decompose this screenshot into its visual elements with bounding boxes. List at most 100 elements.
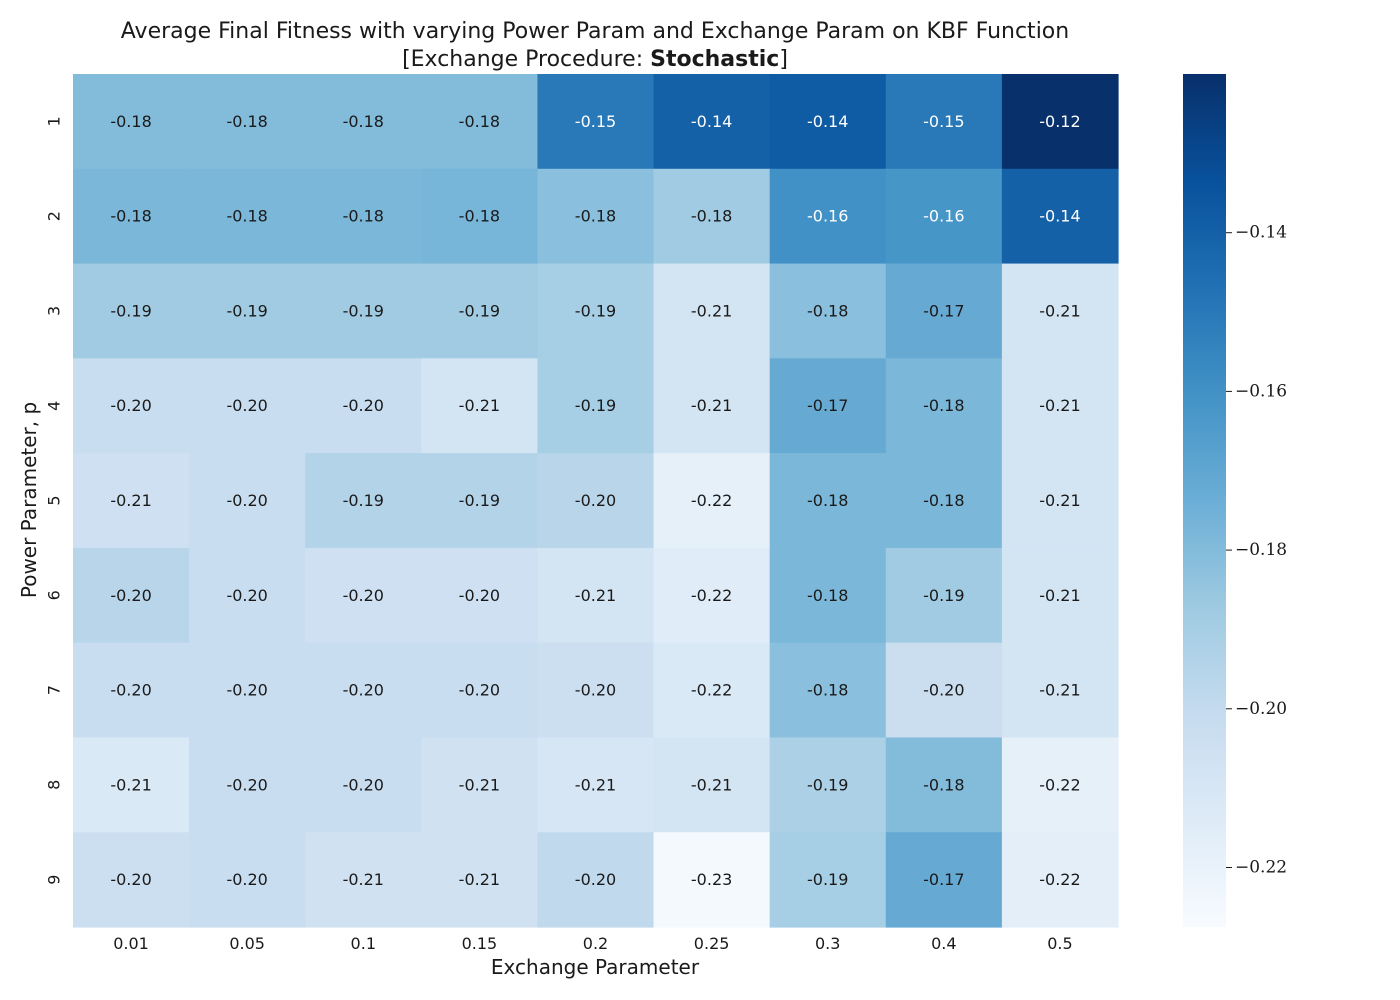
heatmap-cell-label: -0.20 bbox=[459, 681, 500, 700]
heatmap-cell-label: -0.18 bbox=[343, 112, 384, 131]
y-tick-label: 2 bbox=[45, 211, 64, 221]
heatmap-cell bbox=[73, 168, 190, 265]
heatmap-cell-label: -0.12 bbox=[1039, 112, 1080, 131]
heatmap-cell-label: -0.17 bbox=[923, 870, 964, 889]
heatmap-cell-label: -0.16 bbox=[807, 207, 848, 226]
heatmap-cell-labels: -0.18 -0.18 -0.18 -0.18 -0.15 -0.14 -0.14 -0.15… bbox=[110, 112, 1080, 889]
heatmap-cell bbox=[653, 737, 771, 833]
heatmap-cell-label: -0.21 bbox=[110, 491, 151, 510]
heatmap-cells bbox=[73, 74, 1119, 928]
heatmap-cell bbox=[305, 453, 422, 549]
heatmap-cell-label: -0.17 bbox=[807, 396, 848, 415]
heatmap-cell bbox=[305, 547, 422, 644]
heatmap-cell bbox=[1001, 74, 1119, 170]
heatmap-cell-label: -0.18 bbox=[226, 207, 267, 226]
x-tick-label: 0.4 bbox=[931, 934, 956, 953]
y-tick-label: 6 bbox=[45, 590, 64, 600]
heatmap-cell-label: -0.20 bbox=[459, 586, 500, 605]
heatmap-cell-label: -0.20 bbox=[226, 681, 267, 700]
heatmap-cell bbox=[769, 737, 887, 833]
heatmap-cell-label: -0.22 bbox=[1039, 775, 1080, 794]
heatmap-cell bbox=[653, 547, 771, 644]
y-tick-label: 3 bbox=[45, 306, 64, 316]
heatmap-cell-label: -0.19 bbox=[575, 301, 616, 320]
heatmap-cell-label: -0.22 bbox=[691, 491, 732, 510]
heatmap-cell-label: -0.18 bbox=[807, 586, 848, 605]
heatmap-cell bbox=[189, 547, 306, 644]
heatmap-cell-label: -0.14 bbox=[1039, 207, 1080, 226]
heatmap-cell bbox=[537, 168, 655, 265]
heatmap-cell bbox=[421, 547, 539, 644]
heatmap-cell bbox=[769, 547, 887, 644]
heatmap-cell bbox=[653, 263, 771, 359]
heatmap-cell-label: -0.18 bbox=[110, 112, 151, 131]
heatmap-cell bbox=[421, 832, 539, 928]
heatmap-cell-label: -0.21 bbox=[459, 870, 500, 889]
heatmap-cell-label: -0.18 bbox=[691, 207, 732, 226]
heatmap-cell bbox=[537, 737, 655, 833]
colorbar-tick-label: −0.14 bbox=[1235, 223, 1287, 243]
heatmap-cell bbox=[189, 358, 306, 454]
colorbar-tick-label: −0.16 bbox=[1235, 381, 1287, 401]
heatmap-cell-label: -0.22 bbox=[691, 681, 732, 700]
heatmap-cell bbox=[769, 74, 887, 170]
x-tick-label: 0.01 bbox=[113, 934, 149, 953]
heatmap-cell bbox=[189, 74, 306, 170]
heatmap-cell-label: -0.21 bbox=[343, 870, 384, 889]
colorbar-tick-label: −0.20 bbox=[1235, 699, 1287, 719]
y-tick-label: 1 bbox=[45, 116, 64, 126]
y-tick-label: 4 bbox=[45, 401, 64, 411]
y-tick-label: 8 bbox=[45, 780, 64, 790]
y-tick-label: 5 bbox=[45, 495, 64, 505]
heatmap-cell-label: -0.18 bbox=[923, 491, 964, 510]
heatmap-cell-label: -0.21 bbox=[575, 586, 616, 605]
heatmap-cell bbox=[73, 832, 190, 928]
colorbar-ticks: −0.14 −0.16 −0.18 −0.20 −0.22 bbox=[1226, 223, 1287, 877]
heatmap-cell bbox=[885, 737, 1003, 833]
heatmap-cell-label: -0.17 bbox=[923, 301, 964, 320]
heatmap-cell bbox=[1001, 642, 1119, 739]
heatmap-cell bbox=[73, 453, 190, 549]
heatmap-cell bbox=[305, 263, 422, 359]
heatmap-cell-label: -0.21 bbox=[691, 301, 732, 320]
heatmap-cell bbox=[885, 453, 1003, 549]
heatmap-cell-label: -0.15 bbox=[923, 112, 964, 131]
chart-title-prefix: [Exchange Procedure: bbox=[402, 47, 650, 72]
heatmap-cell bbox=[305, 74, 422, 170]
heatmap-cell-label: -0.19 bbox=[575, 396, 616, 415]
heatmap-cell bbox=[653, 453, 771, 549]
y-tick-label: 7 bbox=[45, 685, 64, 695]
x-tick-label: 0.15 bbox=[462, 934, 498, 953]
chart-title-bold: Stochastic bbox=[650, 47, 779, 72]
x-tick-label: 0.05 bbox=[229, 934, 265, 953]
heatmap-cell-label: -0.20 bbox=[226, 775, 267, 794]
heatmap-cell-label: -0.20 bbox=[226, 870, 267, 889]
heatmap-cell-label: -0.19 bbox=[343, 491, 384, 510]
heatmap-cell-label: -0.19 bbox=[807, 870, 848, 889]
heatmap-cell-label: -0.18 bbox=[459, 207, 500, 226]
heatmap-cell bbox=[1001, 547, 1119, 644]
heatmap-cell bbox=[421, 642, 539, 739]
heatmap-cell bbox=[189, 832, 306, 928]
heatmap-cell bbox=[769, 832, 887, 928]
heatmap-cell bbox=[189, 737, 306, 833]
heatmap-cell bbox=[73, 547, 190, 644]
heatmap-cell-label: -0.20 bbox=[226, 396, 267, 415]
heatmap-cell bbox=[653, 642, 771, 739]
heatmap-cell-label: -0.20 bbox=[110, 586, 151, 605]
heatmap-cell bbox=[769, 642, 887, 739]
heatmap-cell bbox=[537, 832, 655, 928]
heatmap-cell-label: -0.20 bbox=[110, 396, 151, 415]
heatmap-cell-label: -0.18 bbox=[807, 301, 848, 320]
colorbar-tick-label: −0.18 bbox=[1235, 540, 1287, 560]
heatmap-cell-label: -0.21 bbox=[110, 775, 151, 794]
x-tick-label: 0.1 bbox=[351, 934, 376, 953]
heatmap-cell-label: -0.21 bbox=[1039, 491, 1080, 510]
heatmap-cell-label: -0.14 bbox=[807, 112, 848, 131]
heatmap-cell-label: -0.15 bbox=[575, 112, 616, 131]
heatmap-cell-label: -0.21 bbox=[691, 396, 732, 415]
y-tick-label: 9 bbox=[45, 875, 64, 885]
heatmap-cell bbox=[653, 832, 771, 928]
heatmap-cell bbox=[1001, 832, 1119, 928]
colorbar bbox=[1183, 74, 1226, 927]
